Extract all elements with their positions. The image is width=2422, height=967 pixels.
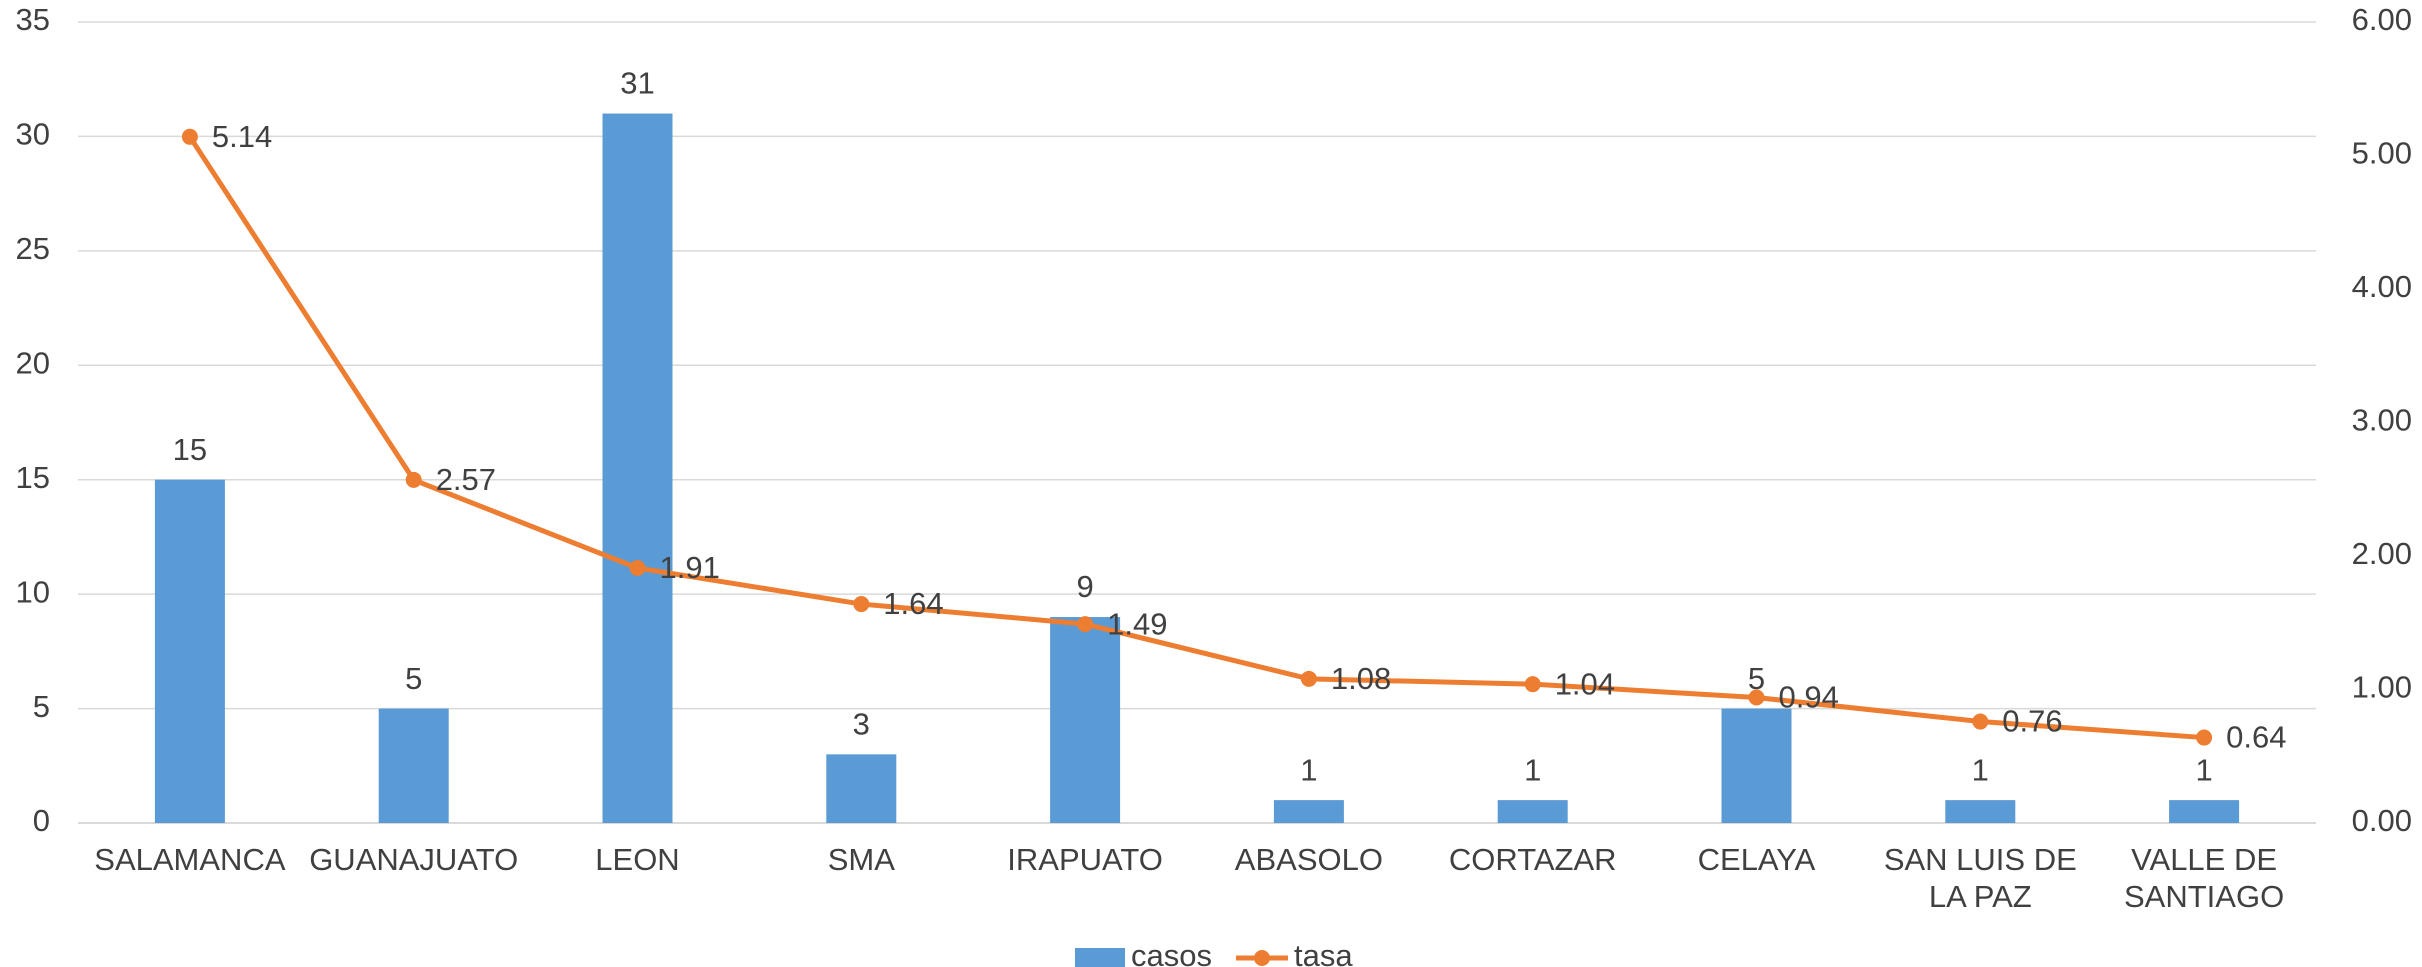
x-tick-label: CELAYA [1697,842,1816,877]
x-tick-label: CORTAZAR [1448,842,1617,877]
y-tick-label: 5 [33,689,50,724]
bar-value-label: 5 [1748,661,1765,696]
bar [1050,617,1121,823]
bar [154,479,225,823]
line-point [629,560,646,577]
bar [826,754,897,823]
line-value-label: 0.64 [2226,720,2286,755]
line-value-label: 1.91 [660,550,720,585]
line-value-label: 2.57 [436,462,496,497]
x-tick-label: SALAMANCA [94,842,286,877]
line-point [181,128,198,145]
line-point [1300,670,1317,687]
x-tick-label: LEON [595,842,680,877]
bar-value-label: 1 [1972,752,1989,787]
bar-value-label: 3 [853,707,870,742]
x-tick-label: VALLE DE SANTIAGO [2123,842,2285,914]
x-tick-label: IRAPUATO [1007,842,1163,877]
line [187,135,2205,741]
x-tick-label: SAN LUIS DE LA PAZ [1883,842,2077,914]
bar-value-label: 31 [620,66,654,101]
bar [1721,708,1792,823]
bar-value-label: 9 [1076,569,1093,604]
y2-tick-label: 5.00 [2352,136,2412,171]
line-point [1077,616,1094,633]
y-tick-label: 0 [33,803,50,838]
line-point [2196,729,2213,746]
line-value-label: 1.04 [1555,666,1615,701]
y-tick-label: 15 [16,460,50,495]
legend-label: tasa [1294,938,1353,967]
bar [602,113,673,824]
line-point [405,471,422,488]
y2-tick-label: 6.00 [2352,2,2412,37]
line-value-label: 1.49 [1107,606,1167,641]
bar [1273,800,1344,823]
x-tick-label: GUANAJUATO [309,842,519,877]
bar-value-label: 1 [1300,752,1317,787]
line-point [1748,689,1765,706]
line-point [1972,713,1989,730]
legend-swatch-point [1253,950,1270,966]
legend-swatch [1075,948,1125,967]
y2-tick-label: 4.00 [2352,269,2412,304]
line-point [1524,676,1541,693]
y2-tick-label: 3.00 [2352,403,2412,438]
legend-label: casos [1131,938,1212,967]
y-tick-label: 30 [16,117,50,152]
y-tick-label: 35 [16,2,50,37]
bar [2169,800,2240,823]
bar-value-label: 1 [1524,752,1541,787]
line-value-label: 0.76 [2002,704,2062,739]
y2-tick-label: 1.00 [2352,670,2412,705]
bar [1945,800,2016,823]
x-tick-label: ABASOLO [1234,842,1383,877]
line-value-label: 0.94 [1779,680,1839,715]
x-tick-label: SMA [827,842,895,877]
y-tick-label: 20 [16,345,50,380]
bar-value-label: 5 [405,661,422,696]
y-tick-label: 25 [16,231,50,266]
y2-tick-label: 2.00 [2352,536,2412,571]
y2-tick-label: 0.00 [2352,803,2412,838]
line-value-label: 1.08 [1331,661,1391,696]
bar-value-label: 1 [2195,752,2212,787]
bar [1497,800,1568,823]
bar-value-label: 15 [173,432,207,467]
line-value-label: 1.64 [883,586,943,621]
y-tick-label: 10 [16,574,50,609]
line-value-label: 5.14 [212,119,272,154]
line-point [853,596,870,613]
bar [378,708,449,823]
